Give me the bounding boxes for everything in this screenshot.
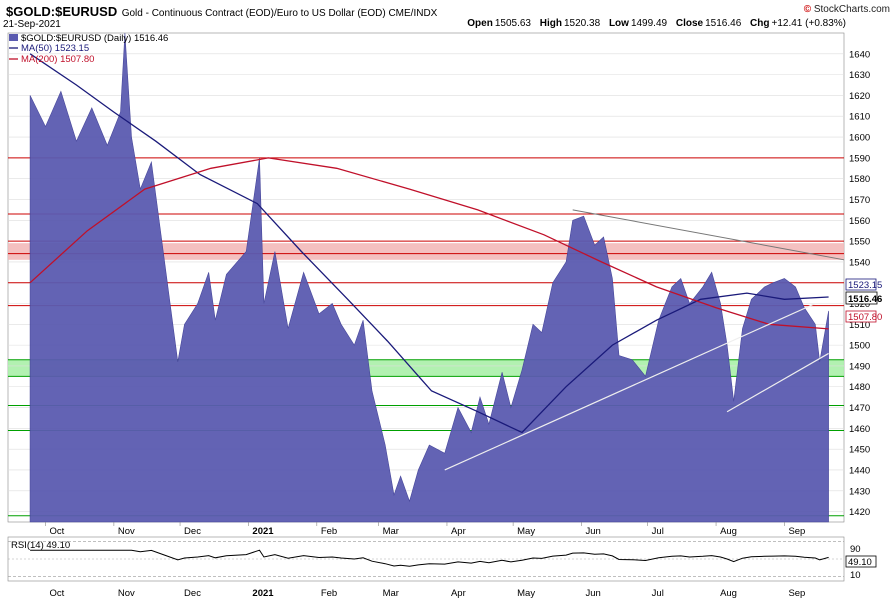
chg-value: +12.41 (+0.83%) bbox=[771, 18, 847, 29]
y-tick-1480: 1480 bbox=[849, 382, 870, 393]
ohlc-readout: Open 1505.63 High 1520.38 Low 1499.49 Close… bbox=[467, 18, 852, 29]
x2-tick-Oct: Oct bbox=[49, 588, 64, 599]
y-tick-1460: 1460 bbox=[849, 424, 870, 435]
y-tick-1430: 1430 bbox=[849, 486, 870, 497]
y-tick-1560: 1560 bbox=[849, 216, 870, 227]
y-tick-1630: 1630 bbox=[849, 70, 870, 81]
x-tick-Oct: Oct bbox=[49, 526, 64, 537]
y-tick-1470: 1470 bbox=[849, 403, 870, 414]
support-trendline-1 bbox=[444, 302, 816, 471]
low-value: 1499.49 bbox=[630, 18, 668, 29]
x-tick-Feb: Feb bbox=[321, 526, 337, 537]
x2-tick-Aug: Aug bbox=[720, 588, 737, 599]
x2-tick-Dec: Dec bbox=[184, 588, 201, 599]
y-tick-1570: 1570 bbox=[849, 195, 870, 206]
x-tick-Dec: Dec bbox=[184, 526, 201, 537]
y-axis: 1420 1430 1440 1450 1460 1470 1480 1490 1500 1510… bbox=[849, 49, 870, 518]
ma50-line bbox=[29, 53, 829, 434]
ma200-line bbox=[29, 157, 829, 330]
x2-tick-May: May bbox=[517, 588, 535, 599]
resistance-trendline bbox=[572, 209, 845, 261]
y-tick-1440: 1440 bbox=[849, 465, 870, 476]
support-trendline-2 bbox=[726, 352, 829, 413]
legend-price: $GOLD:$EURUSD (Daily) 1516.46 bbox=[21, 33, 168, 44]
close-tag-box bbox=[845, 291, 878, 305]
x-axis: Oct Nov Dec 2021 Feb Mar Apr May Jun Jul Aug Sep bbox=[45, 522, 805, 537]
x-tick-Aug: Aug bbox=[720, 526, 737, 537]
rsi-line bbox=[30, 549, 829, 567]
x2-tick-2021: 2021 bbox=[252, 588, 274, 599]
x-tick-May: May bbox=[517, 526, 535, 537]
y-tick-1490: 1490 bbox=[849, 361, 870, 372]
chg-label: Chg bbox=[750, 18, 770, 29]
x-tick-Nov: Nov bbox=[118, 526, 135, 537]
legend: $GOLD:$EURUSD (Daily) 1516.46 MA(50) 152… bbox=[9, 33, 168, 65]
x-axis-bottom: Oct Nov Dec 2021 Feb Mar Apr May Jun Jul Aug Sep bbox=[49, 588, 805, 599]
x2-tick-Feb: Feb bbox=[321, 588, 337, 599]
x-tick-2021: 2021 bbox=[252, 526, 274, 537]
legend-rsi: RSI(14) 49.10 bbox=[11, 540, 70, 551]
y-tick-1420: 1420 bbox=[849, 507, 870, 518]
x2-tick-Apr: Apr bbox=[451, 588, 466, 599]
legend-ma200: MA(200) 1507.80 bbox=[21, 54, 94, 65]
x-tick-Jun: Jun bbox=[586, 526, 601, 537]
x-tick-Apr: Apr bbox=[451, 526, 466, 537]
open-value: 1505.63 bbox=[494, 18, 531, 29]
moving-averages bbox=[29, 53, 829, 434]
symbol-title: $GOLD:$EURUSD bbox=[6, 4, 118, 19]
y-tick-1550: 1550 bbox=[849, 237, 870, 248]
y-tick-1620: 1620 bbox=[849, 91, 870, 102]
y-tick-1510: 1510 bbox=[849, 320, 870, 331]
chart-header: $GOLD:$EURUSD Gold - Continuous Contract… bbox=[6, 3, 437, 19]
price-area bbox=[29, 32, 829, 523]
chart-date: 21-Sep-2021 bbox=[3, 19, 61, 30]
close-tag: 1516.46 bbox=[848, 294, 882, 305]
symbol-description: Gold - Continuous Contract (EOD)/Euro to… bbox=[121, 8, 438, 19]
ma50-tag-box bbox=[845, 278, 877, 291]
ma200-tag-box bbox=[845, 310, 877, 323]
y-tick-1540: 1540 bbox=[849, 257, 870, 268]
legend-ma50: MA(50) 1523.15 bbox=[21, 43, 89, 54]
x2-tick-Mar: Mar bbox=[383, 588, 399, 599]
x-tick-Mar: Mar bbox=[383, 526, 399, 537]
rsi-tag-box bbox=[845, 555, 877, 568]
rsi-panel: RSI(14) 49.10 90 10 49.10 bbox=[7, 536, 877, 582]
y-tick-1600: 1600 bbox=[849, 133, 870, 144]
ma200-tag: 1507.80 bbox=[848, 312, 882, 323]
y-tick-1590: 1590 bbox=[849, 153, 870, 164]
close-label: Close bbox=[675, 18, 704, 29]
y-tick-1640: 1640 bbox=[849, 49, 870, 60]
rsi-level-10: 10 bbox=[850, 570, 861, 581]
price-tags: 1523.15 1516.46 1507.80 bbox=[845, 278, 882, 323]
x2-tick-Jun: Jun bbox=[586, 588, 601, 599]
rsi-level-90: 90 bbox=[850, 544, 861, 555]
ma50-tag: 1523.15 bbox=[848, 280, 882, 291]
copyright-icon: © bbox=[803, 4, 812, 15]
x2-tick-Nov: Nov bbox=[118, 588, 135, 599]
brand-watermark[interactable]: © StockCharts.com bbox=[804, 4, 890, 15]
rsi-tag: 49.10 bbox=[848, 557, 872, 568]
y-tick-1610: 1610 bbox=[849, 112, 870, 123]
open-label: Open bbox=[467, 18, 493, 29]
x-tick-Sep: Sep bbox=[788, 526, 805, 537]
close-value: 1516.46 bbox=[705, 18, 742, 29]
trendlines bbox=[444, 209, 845, 471]
resistance-zone bbox=[8, 243, 844, 260]
high-value: 1520.38 bbox=[564, 18, 601, 29]
y-tick-1580: 1580 bbox=[849, 174, 870, 185]
x2-tick-Jul: Jul bbox=[652, 588, 664, 599]
brand-name: StockCharts.com bbox=[813, 4, 890, 15]
price-area-path bbox=[29, 32, 829, 523]
low-label: Low bbox=[608, 18, 629, 29]
legend-price-swatch bbox=[9, 34, 18, 41]
y-tick-1520: 1520 bbox=[849, 299, 870, 310]
x2-tick-Sep: Sep bbox=[788, 588, 805, 599]
high-label: High bbox=[539, 18, 562, 29]
y-tick-1450: 1450 bbox=[849, 445, 870, 456]
x-tick-Jul: Jul bbox=[652, 526, 664, 537]
y-tick-1500: 1500 bbox=[849, 341, 870, 352]
